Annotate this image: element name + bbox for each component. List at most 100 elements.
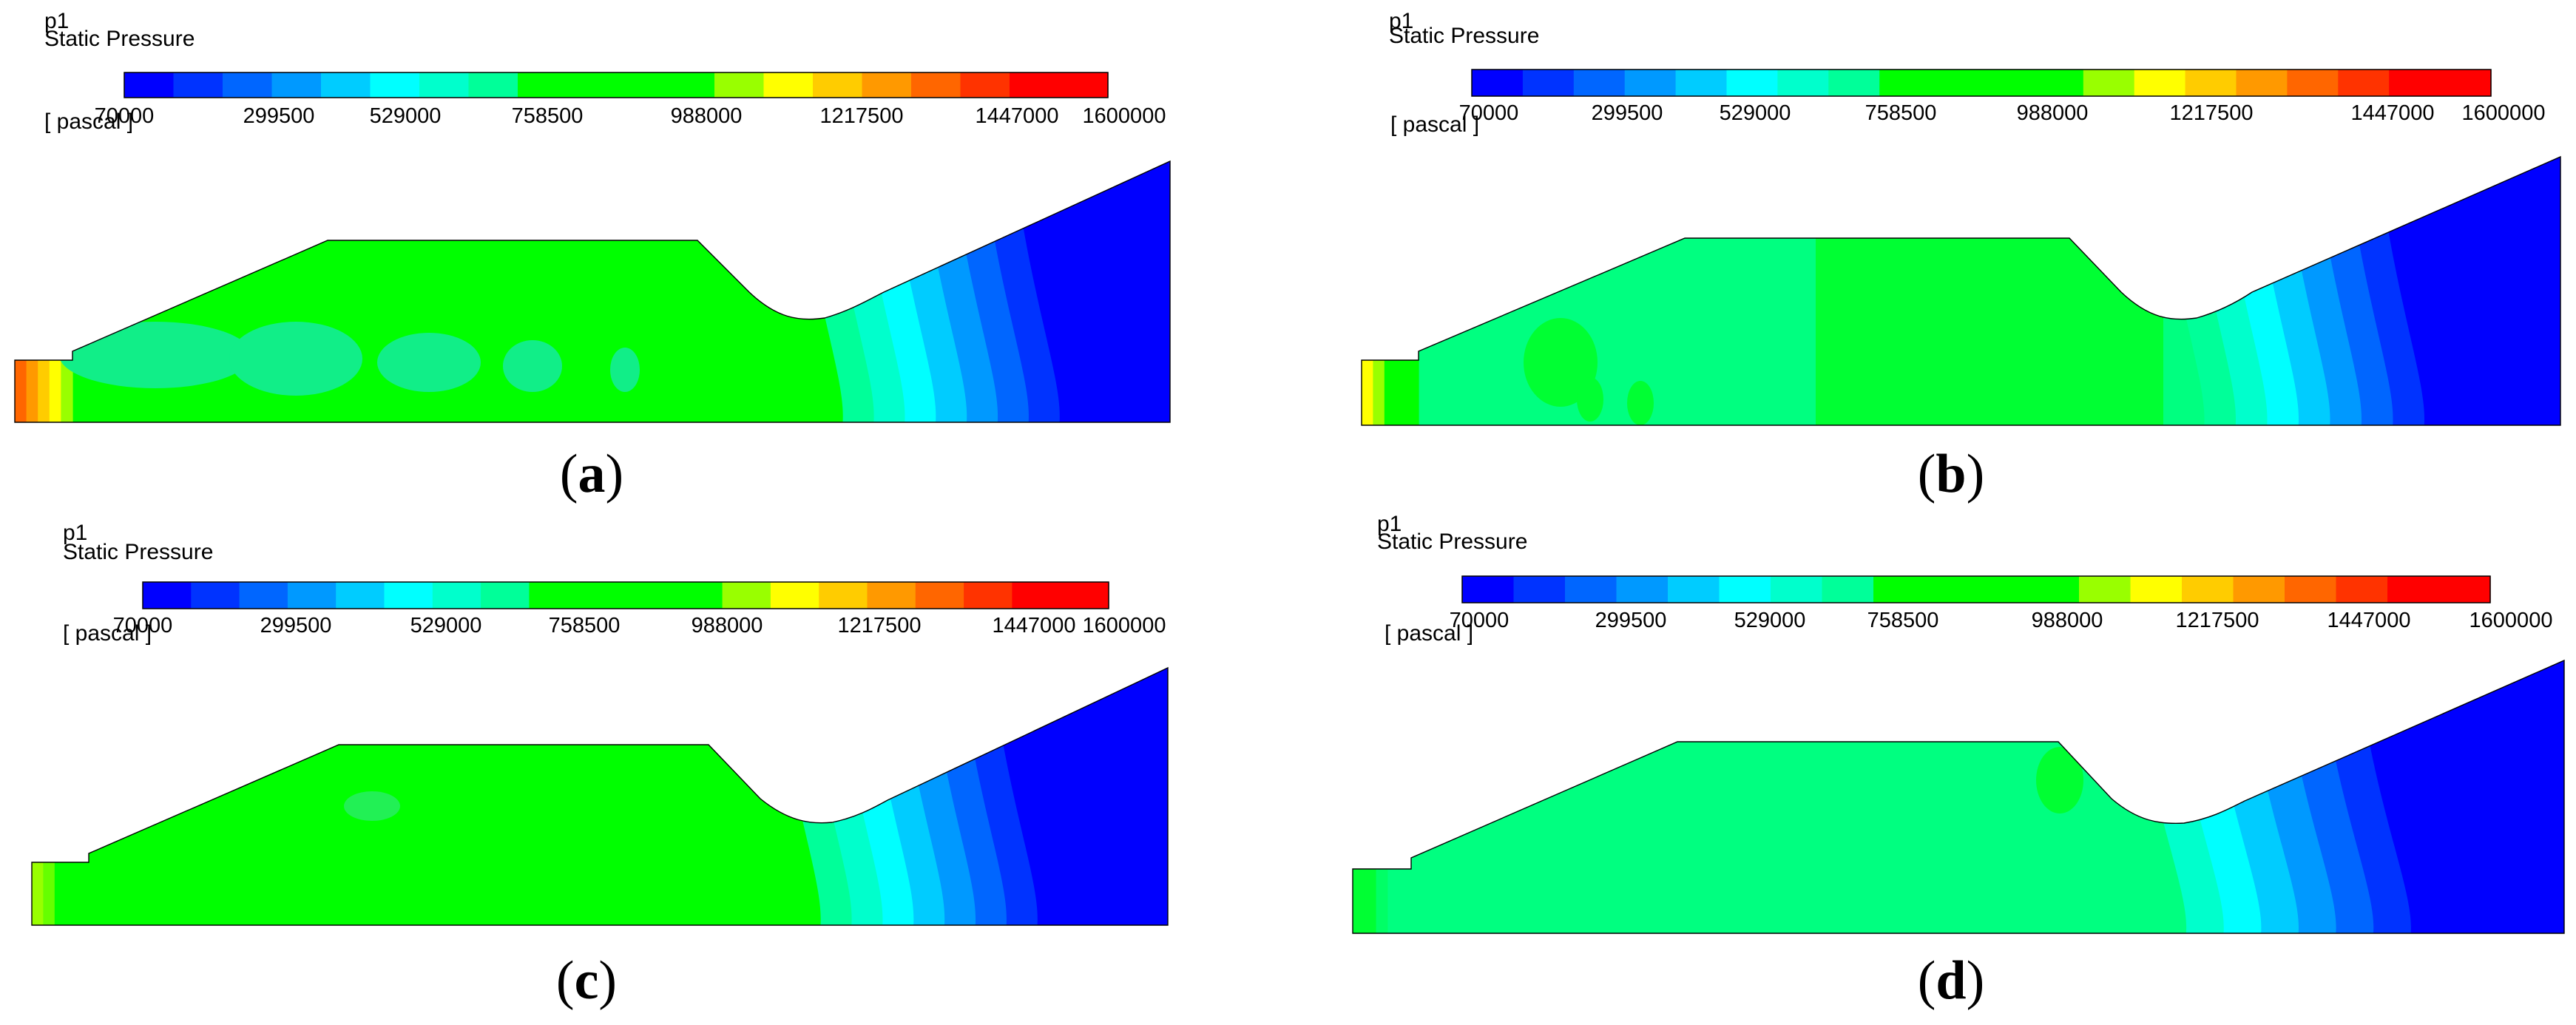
- pressure-contour-a: [14, 160, 1171, 423]
- colorbar-segment: [1828, 70, 1880, 96]
- tick-label: 1217500: [2170, 101, 2254, 125]
- inlet-pressure-band: [43, 668, 55, 925]
- inlet-pressure-band: [1373, 157, 1385, 425]
- tick-label: 1600000: [2462, 101, 2546, 125]
- colorbar-segment: [2233, 576, 2285, 603]
- panel-a: p1 Static Pressure [ pascal ] 70000 2995…: [14, 9, 1171, 504]
- pressure-patch: [377, 333, 481, 392]
- tick-label: 529000: [1734, 609, 1806, 632]
- colorbar-segment: [770, 582, 819, 609]
- tick-label: 70000: [1459, 101, 1519, 125]
- colorbar-segment: [567, 72, 617, 98]
- tick-label: 988000: [2032, 609, 2103, 632]
- colorbar-segment: [173, 72, 223, 98]
- panel-b: p1 Static Pressure [ pascal ] 70000 2995…: [1361, 9, 2561, 504]
- colorbar-segment: [370, 72, 420, 98]
- colorbar: [1471, 69, 2492, 97]
- tick-label: 1600000: [1083, 614, 1166, 637]
- legend-c: p1 Static Pressure [ pascal ] 70000 2995…: [63, 521, 1166, 646]
- inlet-pressure-band: [1399, 660, 1412, 933]
- legend-quantity: Static Pressure: [1377, 530, 1527, 554]
- panel-label-d: (d): [1918, 950, 1984, 1011]
- colorbar-segment: [867, 582, 916, 609]
- tick-label: 1447000: [993, 614, 1076, 637]
- colorbar-segment: [2387, 576, 2440, 603]
- colorbar-segment: [1573, 70, 1626, 96]
- colorbar-segment: [2389, 70, 2441, 96]
- tick-label: 1447000: [976, 104, 1059, 128]
- colorbar-segment: [287, 582, 337, 609]
- legend-variable: p1: [44, 9, 69, 33]
- tick-label: 299500: [1595, 609, 1667, 632]
- tick-label: 758500: [549, 614, 621, 637]
- tick-label: 988000: [2017, 101, 2089, 125]
- pressure-patch: [344, 791, 400, 821]
- colorbar-segment: [577, 582, 626, 609]
- colorbar: [142, 581, 1109, 609]
- colorbar-segment: [2285, 576, 2337, 603]
- colorbar-segment: [1675, 70, 1728, 96]
- colorbar: [1461, 575, 2491, 603]
- colorbar-segment: [2287, 70, 2339, 96]
- colorbar-segment: [1668, 576, 1720, 603]
- inlet-pressure-band: [66, 668, 78, 925]
- inlet-pressure-band: [38, 161, 50, 422]
- colorbar-segment: [665, 72, 715, 98]
- colorbar-segment: [1472, 70, 1524, 96]
- colorbar-segment: [1879, 70, 1931, 96]
- colorbar-segment: [2027, 576, 2080, 603]
- colorbar-segment: [1981, 70, 2033, 96]
- colorbar-segment: [336, 582, 385, 609]
- nozzle-outline: [1352, 659, 2565, 934]
- tick-label: 988000: [671, 104, 743, 128]
- tick-label: 1217500: [820, 104, 904, 128]
- legend-a: p1 Static Pressure [ pascal ] 70000 2995…: [44, 9, 1166, 134]
- inlet-pressure-band: [26, 161, 38, 422]
- colorbar-segment: [432, 582, 481, 609]
- tick-label: 758500: [512, 104, 584, 128]
- colorbar-segment: [1771, 576, 1823, 603]
- inlet-pressure-band: [1362, 157, 1373, 425]
- colorbar-segment: [819, 582, 868, 609]
- nozzle-outline: [14, 160, 1171, 423]
- colorbar: [124, 72, 1109, 98]
- inlet-pressure-band: [1387, 660, 1400, 933]
- colorbar-frame: [1471, 69, 2492, 97]
- tick-label: 529000: [370, 104, 442, 128]
- colorbar-segment: [1522, 70, 1575, 96]
- nozzle-outline: [1361, 155, 2561, 426]
- colorbar-segment: [862, 72, 912, 98]
- tick-label: 529000: [410, 614, 482, 637]
- pressure-band: [2376, 157, 2560, 425]
- colorbar-segment: [1513, 576, 1566, 603]
- colorbar-segment: [271, 72, 322, 98]
- legend-quantity: Static Pressure: [63, 540, 213, 564]
- legend-quantity: Static Pressure: [44, 27, 195, 51]
- legend-variable: p1: [1389, 9, 1413, 33]
- tick-label: 1217500: [2176, 609, 2259, 632]
- colorbar-segment: [2440, 70, 2492, 96]
- colorbar-segment: [2438, 576, 2491, 603]
- inlet-pressure-band: [77, 668, 89, 925]
- inlet-pressure-band: [1396, 157, 1408, 425]
- colorbar-segment: [1624, 70, 1677, 96]
- colorbar-segment: [1719, 576, 1771, 603]
- colorbar-segment: [911, 72, 961, 98]
- inlet-pressure-band: [32, 668, 44, 925]
- inlet-pressure-band: [1407, 157, 1419, 425]
- colorbar-segment: [468, 72, 518, 98]
- colorbar-frame: [124, 72, 1109, 98]
- legend-unit: [ pascal ]: [63, 621, 152, 646]
- tick-label: 70000: [1450, 609, 1510, 632]
- tick-label: 1600000: [2469, 609, 2553, 632]
- legend-quantity: Static Pressure: [1389, 24, 1539, 48]
- tick-label: 70000: [95, 104, 155, 128]
- colorbar-segment: [1060, 582, 1109, 609]
- colorbar-segment: [2079, 576, 2132, 603]
- tick-label: 1447000: [2351, 101, 2435, 125]
- tick-label: 758500: [1865, 101, 1937, 125]
- tick-label: 299500: [1592, 101, 1663, 125]
- pressure-region: [1816, 157, 2163, 425]
- colorbar-segment: [1777, 70, 1829, 96]
